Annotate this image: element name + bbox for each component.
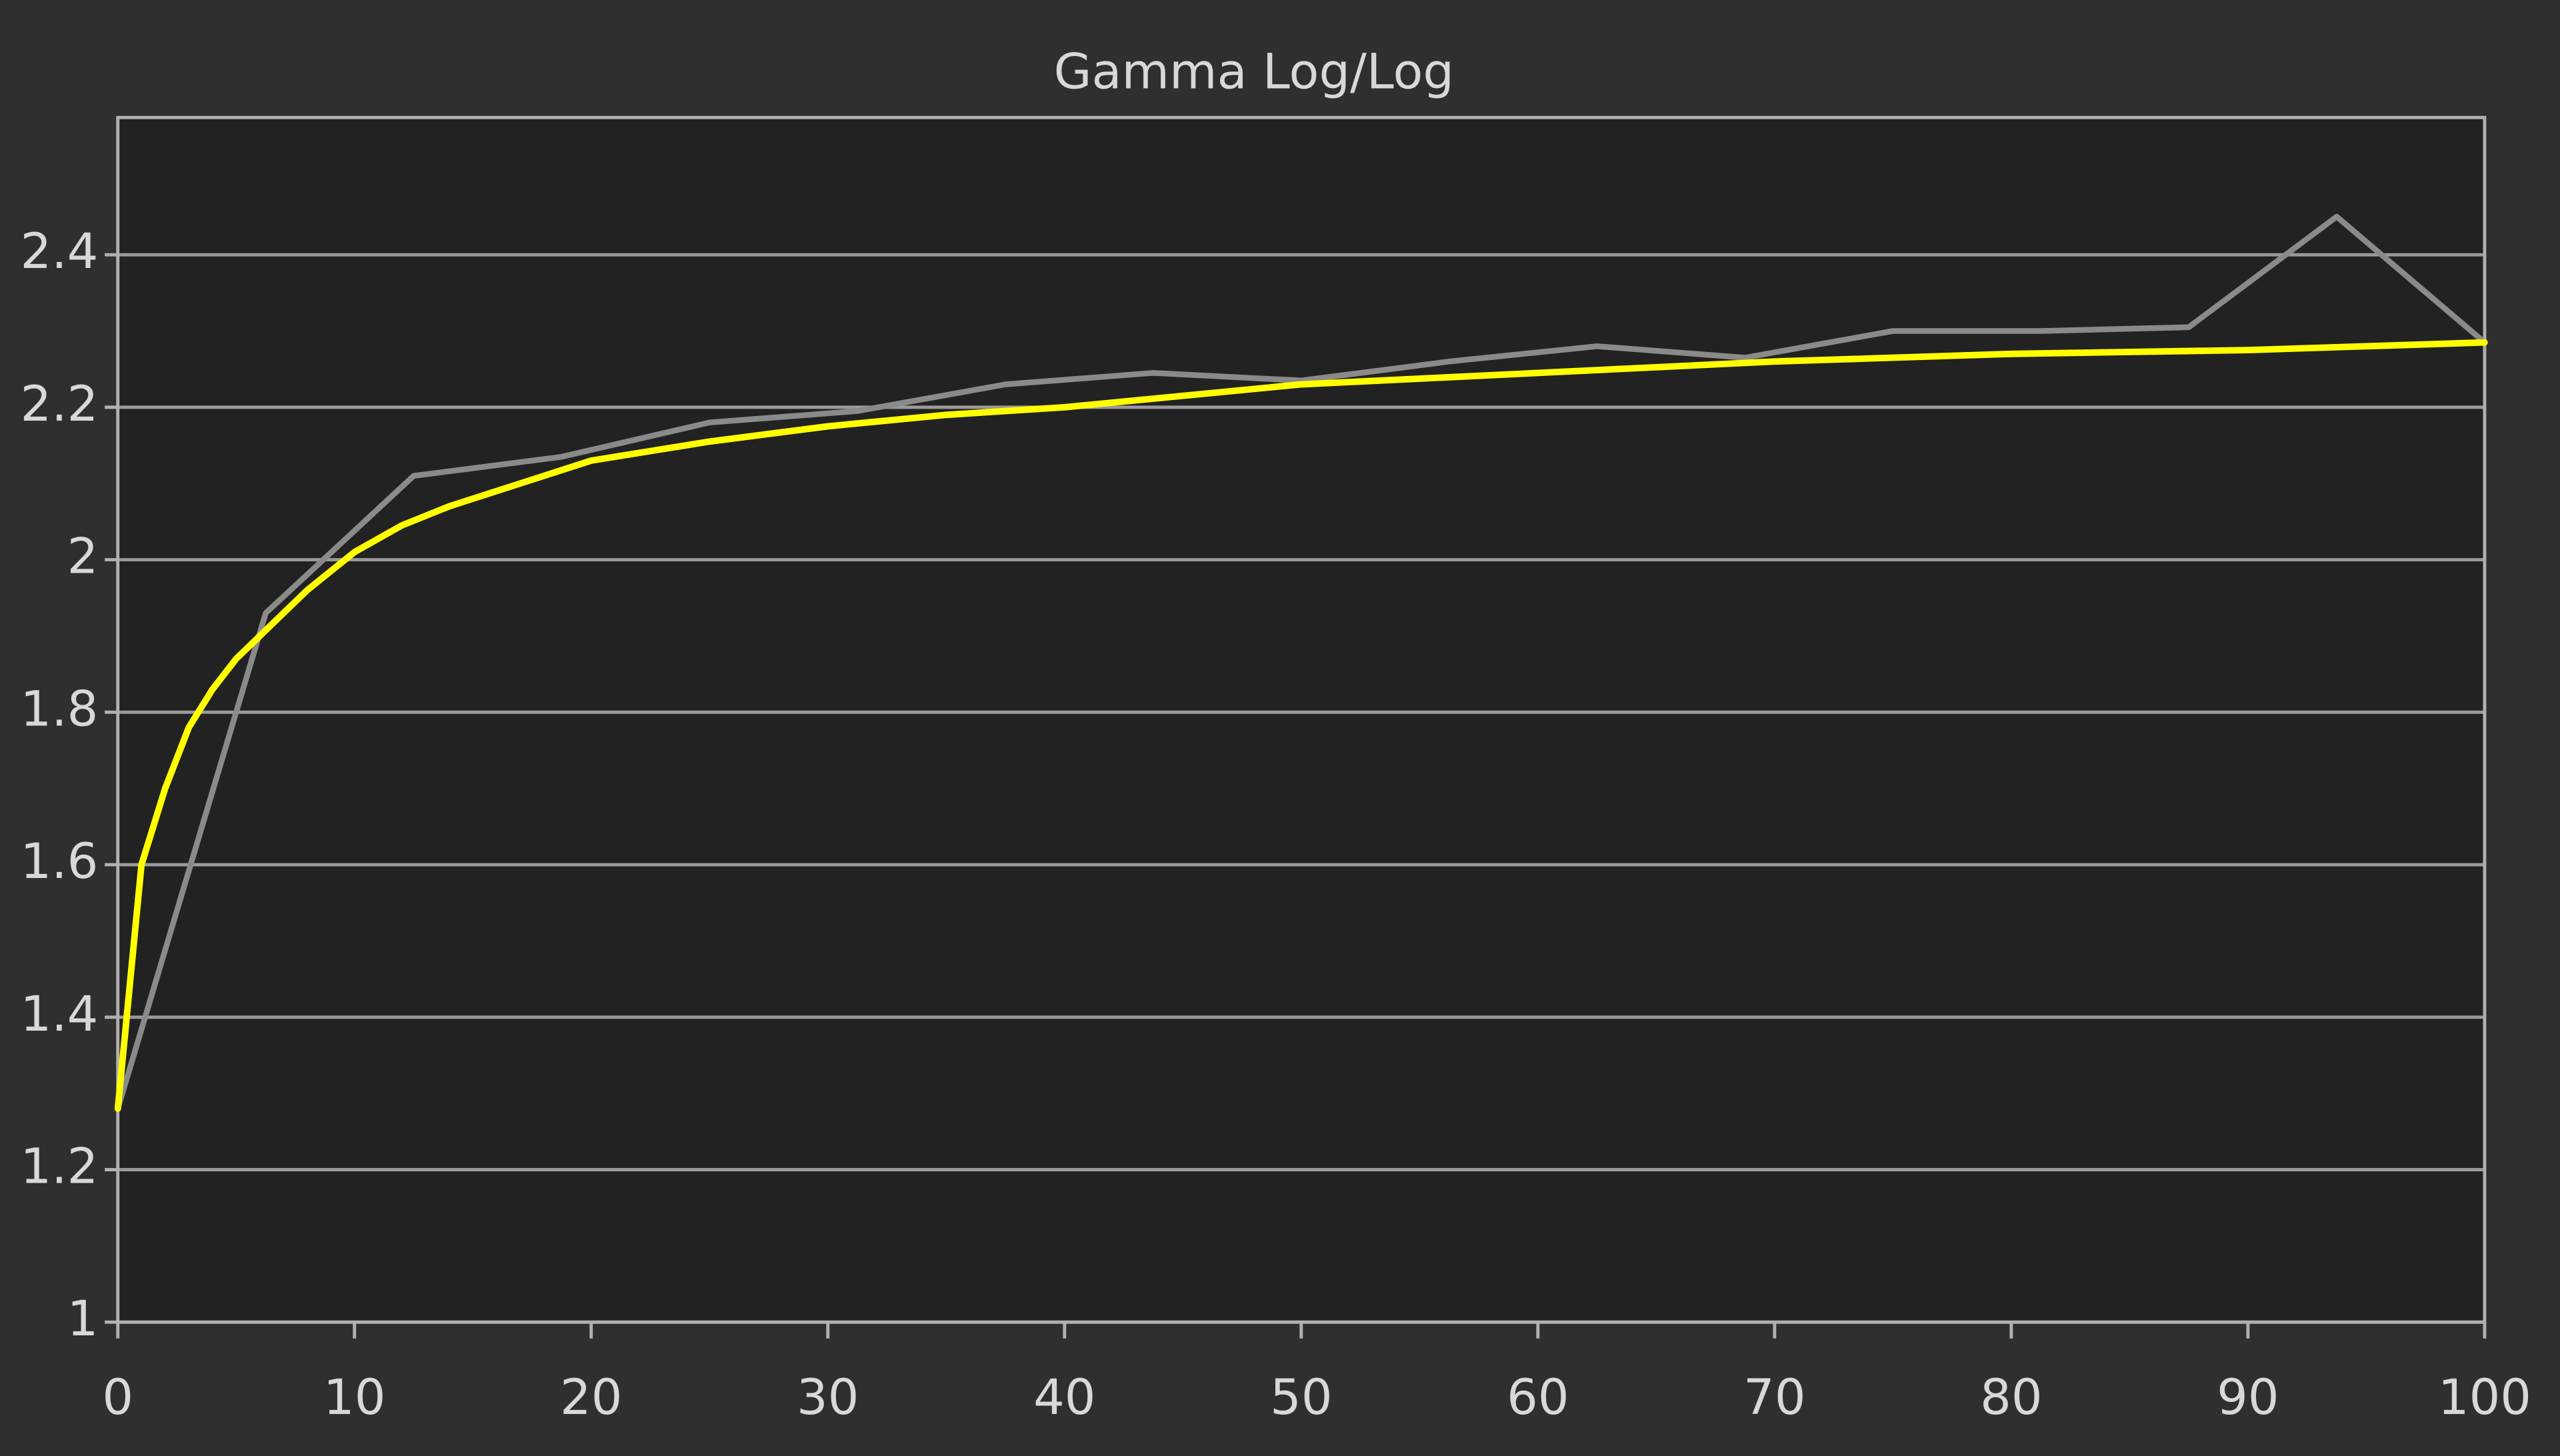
chart-title: Gamma Log/Log xyxy=(1054,44,1454,101)
y-tick-label: 1.8 xyxy=(21,681,99,737)
x-tick-label: 20 xyxy=(560,1369,622,1426)
y-tick-label: 1.4 xyxy=(21,986,99,1043)
x-tick-label: 70 xyxy=(1743,1369,1805,1426)
x-tick-label: 90 xyxy=(2217,1369,2279,1426)
x-tick-label: 0 xyxy=(102,1369,133,1426)
x-tick-label: 60 xyxy=(1507,1369,1569,1426)
y-tick-label: 2 xyxy=(67,529,99,585)
x-tick-label: 40 xyxy=(1033,1369,1095,1426)
x-tick-label: 50 xyxy=(1270,1369,1332,1426)
x-tick-label: 30 xyxy=(797,1369,859,1426)
series-line xyxy=(114,339,2488,1112)
x-tick-label: 10 xyxy=(323,1369,385,1426)
x-tick-label: 80 xyxy=(1980,1369,2042,1426)
y-tick-label: 1 xyxy=(67,1291,99,1347)
y-tick-label: 2.4 xyxy=(21,223,99,280)
y-tick-label: 1.6 xyxy=(21,833,99,890)
x-tick-label: 100 xyxy=(2438,1369,2531,1426)
y-tick-label: 1.2 xyxy=(21,1139,99,1195)
series-line xyxy=(115,213,2488,1112)
plot-area xyxy=(117,117,2485,1323)
y-tick-label: 2.2 xyxy=(21,376,99,433)
plot-border xyxy=(116,115,2487,1324)
